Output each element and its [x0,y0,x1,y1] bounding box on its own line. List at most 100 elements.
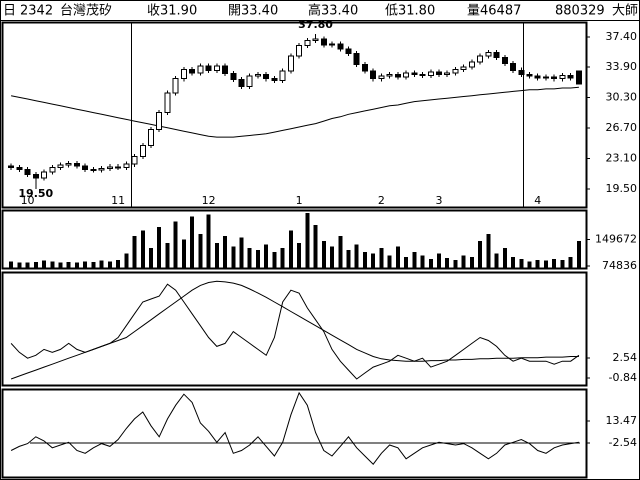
candle-body [493,51,500,59]
candle-body [246,75,253,87]
volume-bar [362,251,367,268]
candle-body [444,72,451,75]
volume-bar [140,230,145,268]
volume-bar [99,260,104,268]
candle-body [287,55,294,72]
candle-body [345,48,352,54]
candle-body [312,38,319,42]
header-field: 量46487 [467,4,521,19]
volume-bar [181,239,186,268]
volume-bar [206,214,211,268]
candle-body [394,73,401,78]
volume-bar [288,230,293,268]
volume-bar [560,259,565,268]
candle-body [361,63,368,72]
volume-bar [173,221,178,268]
candle-body [65,162,72,166]
candle-body [452,68,459,74]
y-tick-label: 33.90 [606,60,638,73]
candle-body [90,168,97,171]
candle-body [296,45,303,57]
candle-body [329,43,336,46]
volume-bar [58,262,63,268]
volume-bar [297,242,302,268]
x-tick-label: 3 [436,194,443,207]
volume-bar [33,262,38,268]
volume-bar [453,259,458,268]
volume-bar [469,257,474,268]
volume-bar [50,261,55,268]
volume-bar [494,253,499,268]
volume-bar [404,257,409,268]
candle-body [197,65,204,74]
line [10,86,579,138]
volume-bar [395,246,400,268]
candle-body [156,112,163,131]
candle-body [567,74,574,79]
header-field: 大師 [612,4,638,19]
y-tick-label: 74836 [602,259,637,272]
volume-bar [74,262,79,268]
volume-bar [239,237,244,268]
volume-bar [519,258,524,268]
candle-body [8,165,15,169]
volume-bar [420,255,425,268]
volume-bar [354,244,359,268]
high-annotation: 37.80 [298,18,333,31]
candle-body [386,73,393,77]
y-tick-label: 26.70 [606,121,638,134]
volume-bar [346,249,351,268]
y-tick-label: -0.84 [609,371,637,384]
header-field: 台灣茂矽 [60,4,112,19]
candle-body [106,166,113,169]
candle-body [254,73,261,77]
volume-bar [428,258,433,268]
candle-body [24,168,31,175]
candle-body [526,73,533,77]
indicator-panel [1,271,588,387]
candle-body [542,76,549,79]
volume-bar [535,259,540,268]
volume-bar [272,251,277,268]
candle-body [164,92,171,114]
candle-body [279,70,286,81]
candle-body [320,38,327,46]
line [10,280,579,380]
header-field: 880329 [555,4,605,19]
volume-bar [552,258,557,268]
candle-body [485,51,492,57]
candle-body [337,43,344,50]
candle-body [551,76,558,80]
volume-bar [445,257,450,268]
candle-body [436,71,442,75]
candle-body [403,72,410,78]
candle-body [148,129,154,147]
candle-body [123,163,130,169]
volume-bar [379,248,384,268]
candle-body [411,72,418,75]
volume-bar [568,257,573,268]
volume-bar [91,262,96,268]
candle-body [353,52,360,65]
volume-bar [264,244,269,268]
candle-body [460,66,467,70]
candle-body [501,57,508,64]
candle-body [49,167,56,173]
volume-bar [511,257,516,268]
volume-bar [486,234,491,268]
x-tick-label: 2 [378,194,385,207]
volume-bar [247,248,252,268]
candle-body [378,75,385,80]
header-field: 收31.90 [147,4,197,19]
volume-bar [116,259,121,268]
candle-body [468,61,475,68]
candle-body [510,62,517,71]
volume-bar [223,235,228,268]
volume-bar [412,251,417,268]
candle-body [304,40,311,47]
candle-body [32,173,39,179]
y-tick-label: 19.50 [606,182,638,195]
low-annotation: 19.50 [18,187,53,200]
